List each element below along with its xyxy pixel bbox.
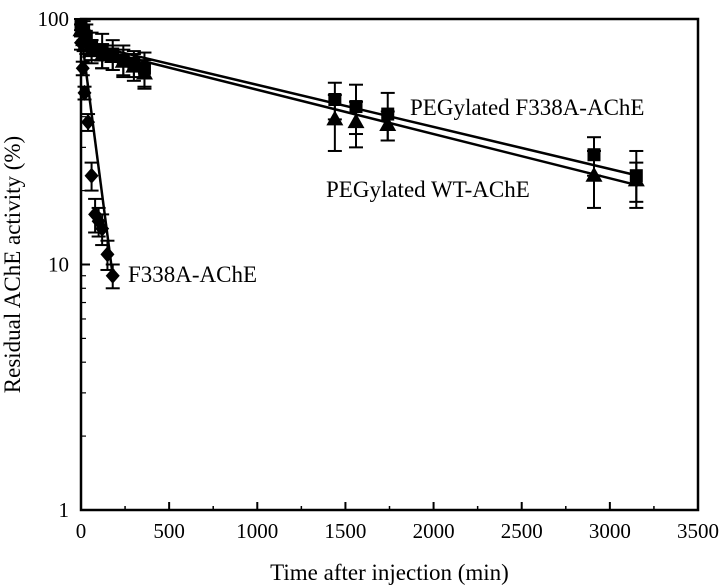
data-point-diamond	[77, 84, 92, 101]
data-point-triangle	[379, 116, 397, 132]
error-bars	[74, 18, 644, 290]
series-label-pegylated-f338a-ache: PEGylated F338A-AChE	[410, 95, 644, 120]
x-tick-label: 500	[153, 519, 185, 543]
x-tick-label: 3000	[589, 519, 631, 543]
fit-line	[79, 32, 114, 276]
x-tick-label: 1000	[236, 519, 278, 543]
data-point-square	[349, 100, 363, 114]
x-tick-label: 0	[76, 519, 87, 543]
data-point-triangle	[627, 171, 645, 187]
data-point-diamond	[75, 60, 90, 77]
y-axis-label: Residual AChE activity (%)	[0, 136, 25, 393]
y-tick-label: 100	[38, 7, 70, 31]
y-tick-label: 10	[48, 253, 69, 277]
series-label-f338a-ache: F338A-AChE	[128, 262, 257, 287]
x-tick-label: 2000	[413, 519, 455, 543]
data-point-triangle	[93, 46, 111, 62]
data-point-triangle	[104, 48, 122, 64]
data-point-triangle	[347, 113, 365, 129]
x-tick-label: 2500	[501, 519, 543, 543]
data-markers	[72, 17, 645, 284]
fit-lines	[79, 32, 639, 276]
fit-line	[80, 44, 639, 187]
series-label-pegylated-wt-ache: PEGylated WT-AChE	[326, 177, 530, 202]
y-tick-label: 1	[59, 498, 70, 522]
data-point-triangle	[83, 42, 101, 58]
data-point-triangle	[585, 166, 603, 182]
data-point-triangle	[125, 57, 143, 73]
data-point-diamond	[74, 34, 88, 51]
x-tick-label: 1500	[324, 519, 366, 543]
data-point-triangle	[114, 52, 132, 68]
data-point-diamond	[105, 267, 120, 284]
data-point-square	[587, 148, 601, 162]
data-point-diamond	[100, 246, 115, 263]
data-point-triangle	[135, 64, 153, 80]
data-point-diamond	[81, 114, 96, 131]
data-point-square	[381, 107, 395, 121]
data-point-diamond	[84, 167, 99, 184]
data-point-diamond	[95, 220, 110, 237]
ticks-layer: 0 500 1000 1500 2000 2500 3000 3500 1 10 100	[38, 7, 720, 543]
x-axis-label: Time after injection (min)	[270, 560, 509, 585]
data-point-square	[328, 92, 342, 106]
x-tick-label: 3500	[677, 519, 719, 543]
data-point-triangle	[72, 21, 90, 37]
data-point-triangle	[326, 110, 344, 126]
